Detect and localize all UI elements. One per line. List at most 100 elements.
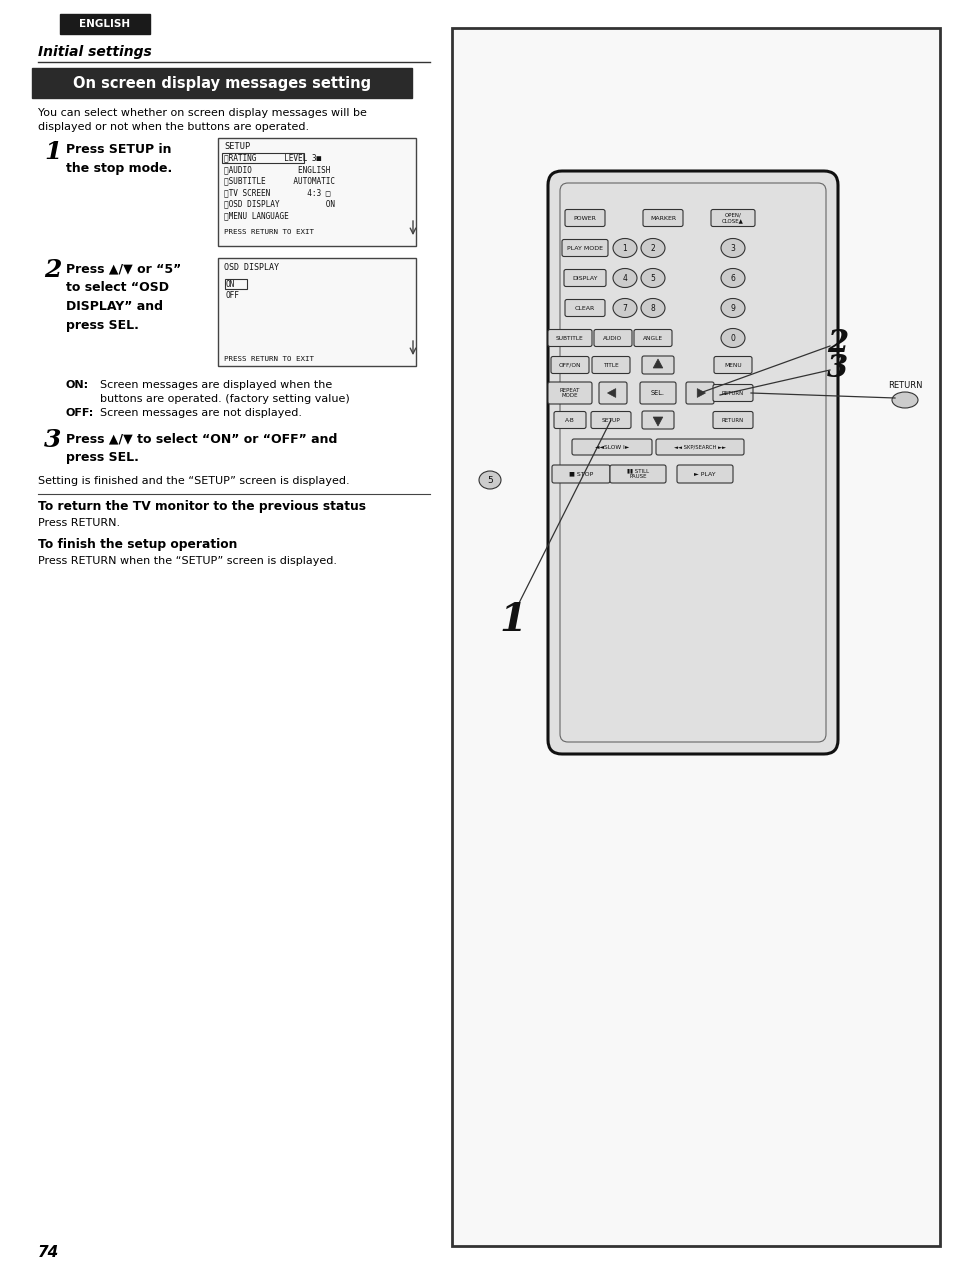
Text: ON:: ON: <box>66 379 89 390</box>
Ellipse shape <box>640 298 664 317</box>
Text: 3: 3 <box>730 244 735 253</box>
Polygon shape <box>653 359 662 368</box>
Text: PRESS RETURN TO EXIT: PRESS RETURN TO EXIT <box>224 228 314 235</box>
Text: 5: 5 <box>487 476 493 485</box>
Text: ENGLISH: ENGLISH <box>79 19 131 29</box>
Text: MENU: MENU <box>723 363 741 368</box>
Text: Press RETURN.: Press RETURN. <box>38 518 120 528</box>
FancyBboxPatch shape <box>713 357 751 373</box>
Text: OFF:: OFF: <box>66 409 94 418</box>
Bar <box>222 152 304 162</box>
Text: 8: 8 <box>650 303 655 312</box>
Ellipse shape <box>613 269 637 288</box>
Text: RETURN: RETURN <box>887 381 922 390</box>
Text: Initial settings: Initial settings <box>38 44 152 58</box>
Text: Press ▲/▼ to select “ON” or “OFF” and
press SEL.: Press ▲/▼ to select “ON” or “OFF” and pr… <box>66 431 337 464</box>
Text: SETUP: SETUP <box>601 418 619 423</box>
Ellipse shape <box>720 329 744 348</box>
FancyBboxPatch shape <box>563 269 605 287</box>
Text: 3: 3 <box>826 353 848 383</box>
Bar <box>452 28 939 1246</box>
Text: To return the TV monitor to the previous status: To return the TV monitor to the previous… <box>38 500 366 513</box>
Text: ON: ON <box>226 280 235 289</box>
FancyBboxPatch shape <box>641 411 673 429</box>
Text: 5: 5 <box>650 274 655 283</box>
Text: 2: 2 <box>650 244 655 253</box>
Ellipse shape <box>613 239 637 258</box>
FancyBboxPatch shape <box>641 357 673 374</box>
Text: You can select whether on screen display messages will be
displayed or not when : You can select whether on screen display… <box>38 108 367 132</box>
Text: Press RETURN when the “SETUP” screen is displayed.: Press RETURN when the “SETUP” screen is … <box>38 556 336 566</box>
FancyBboxPatch shape <box>609 464 665 483</box>
Text: 4: 4 <box>622 274 627 283</box>
FancyBboxPatch shape <box>592 357 629 373</box>
Text: OFF: OFF <box>226 291 239 299</box>
Text: CLEAR: CLEAR <box>575 306 595 311</box>
FancyBboxPatch shape <box>598 382 626 404</box>
Text: Screen messages are displayed when the
buttons are operated. (factory setting va: Screen messages are displayed when the b… <box>100 379 350 404</box>
Text: ◄◄ SKP/SEARCH ►►: ◄◄ SKP/SEARCH ►► <box>673 444 725 449</box>
Text: 2: 2 <box>44 258 61 282</box>
Ellipse shape <box>720 269 744 288</box>
Text: OPEN/
CLOSE▲: OPEN/ CLOSE▲ <box>721 213 743 223</box>
Text: Screen messages are not displayed.: Screen messages are not displayed. <box>100 409 302 418</box>
Ellipse shape <box>478 471 500 489</box>
Text: 9: 9 <box>730 303 735 312</box>
Text: 1: 1 <box>499 602 526 640</box>
FancyBboxPatch shape <box>594 330 631 346</box>
Text: REPEAT
MODE: REPEAT MODE <box>559 387 579 398</box>
FancyBboxPatch shape <box>712 385 752 401</box>
Ellipse shape <box>640 269 664 288</box>
Text: ► PLAY: ► PLAY <box>694 472 715 476</box>
Text: 6: 6 <box>730 274 735 283</box>
Bar <box>218 258 416 365</box>
Polygon shape <box>607 388 615 397</box>
Text: ▮▮ STILL
PAUSE: ▮▮ STILL PAUSE <box>626 468 648 480</box>
Text: On screen display messages setting: On screen display messages setting <box>72 75 371 90</box>
Text: SETUP: SETUP <box>224 142 250 151</box>
Text: OSD DISPLAY: OSD DISPLAY <box>224 263 278 272</box>
Text: ③SUBTITLE      AUTOMATIC: ③SUBTITLE AUTOMATIC <box>224 176 335 185</box>
Text: Setting is finished and the “SETUP” screen is displayed.: Setting is finished and the “SETUP” scre… <box>38 476 349 486</box>
FancyBboxPatch shape <box>634 330 671 346</box>
Text: DISPLAY: DISPLAY <box>572 275 598 280</box>
FancyBboxPatch shape <box>554 411 585 429</box>
Text: OFF/ON: OFF/ON <box>558 363 580 368</box>
FancyBboxPatch shape <box>564 209 604 226</box>
Text: SEL.: SEL. <box>650 390 664 396</box>
Ellipse shape <box>891 392 917 409</box>
Text: Press ▲/▼ or “5”
to select “OSD
DISPLAY” and
press SEL.: Press ▲/▼ or “5” to select “OSD DISPLAY”… <box>66 261 181 332</box>
FancyBboxPatch shape <box>677 464 732 483</box>
FancyBboxPatch shape <box>547 171 837 754</box>
Text: ANGLE: ANGLE <box>642 335 662 340</box>
Bar <box>60 14 150 34</box>
Text: PRESS RETURN TO EXIT: PRESS RETURN TO EXIT <box>224 357 314 362</box>
FancyBboxPatch shape <box>564 299 604 316</box>
Bar <box>32 69 412 98</box>
Text: 3: 3 <box>44 428 61 452</box>
Text: ①RATING      LEVEL 3■: ①RATING LEVEL 3■ <box>224 154 321 162</box>
Text: 2: 2 <box>826 327 848 359</box>
FancyBboxPatch shape <box>639 382 676 404</box>
Text: POWER: POWER <box>573 216 596 221</box>
Ellipse shape <box>720 239 744 258</box>
FancyBboxPatch shape <box>685 382 713 404</box>
Text: AUDIO: AUDIO <box>603 335 622 340</box>
Bar <box>225 279 247 289</box>
Text: SUBTITLE: SUBTITLE <box>556 335 583 340</box>
Ellipse shape <box>720 298 744 317</box>
FancyBboxPatch shape <box>656 439 743 456</box>
Text: 1: 1 <box>622 244 627 253</box>
FancyBboxPatch shape <box>710 209 754 226</box>
Text: Press SETUP in
the stop mode.: Press SETUP in the stop mode. <box>66 143 172 175</box>
FancyBboxPatch shape <box>712 411 752 429</box>
FancyBboxPatch shape <box>547 382 592 404</box>
Bar <box>218 138 416 246</box>
Text: PLAY MODE: PLAY MODE <box>566 245 602 250</box>
Polygon shape <box>697 388 705 397</box>
Text: 1: 1 <box>44 140 61 164</box>
Ellipse shape <box>640 239 664 258</box>
Text: TITLE: TITLE <box>602 363 618 368</box>
Text: 0: 0 <box>730 334 735 343</box>
FancyBboxPatch shape <box>590 411 630 429</box>
